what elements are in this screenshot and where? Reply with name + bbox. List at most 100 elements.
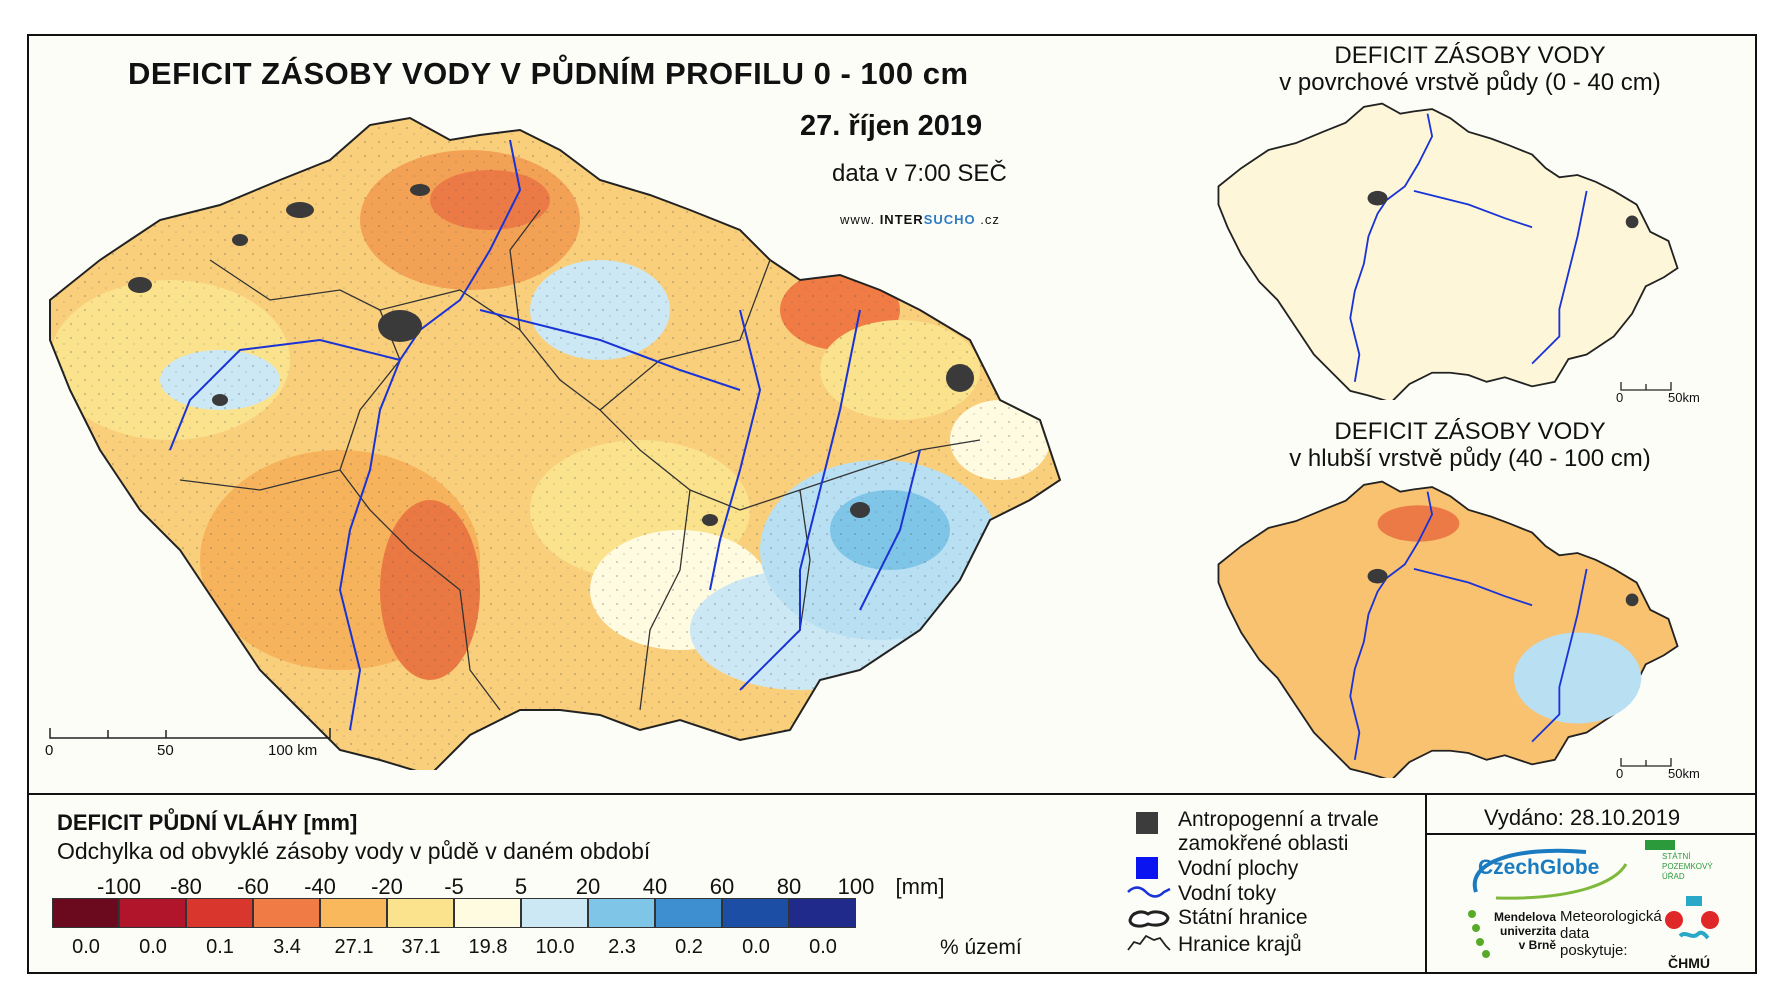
legend-percent: 0.0 [742, 936, 770, 958]
spu-logo: STÁTNÍ POZEMKOVÝ ÚŘAD [1662, 852, 1713, 882]
inset-bottom-title-line2: v hlubší vrstvě půdy (40 - 100 cm) [1289, 445, 1651, 472]
issued-date: Vydáno: 28.10.2019 [1484, 805, 1681, 830]
credits-divider [1425, 793, 1427, 974]
main-scale-bar [49, 728, 331, 739]
inset-bottom-map [1217, 480, 1679, 778]
legend-swatch [186, 898, 253, 928]
legend-swatch [789, 898, 856, 928]
region-border-icon [1127, 934, 1171, 951]
state-border-icon [1128, 910, 1170, 928]
inset-top-scale-0: 0 [1616, 390, 1624, 405]
legend-percent: 19.8 [468, 936, 508, 958]
legend-percent: 2.3 [608, 936, 636, 958]
legend-swatch [119, 898, 186, 928]
main-scale-50: 50 [157, 742, 174, 759]
mendel-logo-dots [1468, 910, 1490, 958]
anthropogenic-swatch [1136, 812, 1158, 834]
legend-tick: -60 [237, 874, 269, 899]
main-map [49, 116, 1062, 770]
legend-swatch [655, 898, 722, 928]
legend-tick: -100 [96, 874, 142, 899]
legend-tick: 40 [642, 874, 668, 899]
anthropogenic-label-line1: Antropogenní a trvale [1178, 808, 1379, 831]
mendel-logo-line1: Mendelova [1494, 910, 1557, 924]
meteo-credit: Meteorologická data poskytuje: [1560, 908, 1662, 959]
region-border-label: Hranice krajů [1178, 933, 1302, 956]
anthropogenic-label-line2: zamokřené oblasti [1178, 832, 1349, 855]
legend-percent: 37.1 [401, 936, 441, 958]
anthropogenic-label: Antropogenní a trvale zamokřené oblasti [1178, 808, 1379, 856]
czechglobe-logo: CzechGlobe [1478, 856, 1600, 879]
legend-subtitle: Odchylka od obvyklé zásoby vody v půdě v… [57, 838, 651, 864]
website-prefix: www. [840, 212, 876, 227]
website-brand-sucho: SUCHO [923, 212, 976, 227]
legend-tick: -20 [371, 874, 403, 899]
inset-top-map [1217, 102, 1679, 400]
legend-tick: 5 [514, 874, 528, 899]
meteo-credit-line3: poskytuje: [1560, 942, 1628, 959]
legend-percent: 10.0 [535, 936, 575, 958]
legend-percent: 0.0 [72, 936, 100, 958]
inset-top-title: DEFICIT ZÁSOBY VODY v povrchové vrstvě p… [1240, 42, 1700, 96]
main-scale-0: 0 [45, 742, 54, 759]
mendel-logo: Mendelova univerzita v Brně [1494, 910, 1556, 952]
legend-tick: -80 [170, 874, 202, 899]
legend-swatch [454, 898, 521, 928]
inset-bottom-scale-0: 0 [1616, 766, 1624, 781]
legend-divider [27, 793, 1757, 795]
legend-swatch [588, 898, 655, 928]
rivers-label: Vodní toky [1178, 882, 1277, 905]
legend-tick: 100 [837, 874, 875, 899]
chmu-logo-mark [1665, 896, 1719, 940]
legend-percent: 27.1 [334, 936, 374, 958]
data-time-note: data v 7:00 SEČ [832, 160, 1007, 187]
inset-bottom-scale-50: 50km [1668, 766, 1700, 781]
legend-swatch [320, 898, 387, 928]
legend-swatch [253, 898, 320, 928]
main-scale-100: 100 km [268, 742, 318, 759]
state-border-label: Státní hranice [1178, 906, 1308, 929]
legend-percent: 0.0 [809, 936, 837, 958]
meteo-credit-line1: Meteorologická [1560, 908, 1662, 925]
spu-logo-line2: POZEMKOVÝ [1662, 862, 1713, 871]
inset-bottom-title-line1: DEFICIT ZÁSOBY VODY [1334, 418, 1606, 445]
meteo-credit-line2: data [1560, 925, 1590, 942]
inset-bottom-title: DEFICIT ZÁSOBY VODY v hlubší vrstvě půdy… [1240, 418, 1700, 472]
inset-top-title-line1: DEFICIT ZÁSOBY VODY [1334, 42, 1606, 69]
legend-percent: 0.1 [206, 936, 234, 958]
legend-tick: 60 [709, 874, 735, 899]
inset-top-scale-50: 50km [1668, 390, 1700, 405]
credits-inner-divider [1425, 833, 1757, 835]
legend-tick: 20 [575, 874, 601, 899]
legend-percent: 3.4 [273, 936, 301, 958]
chmu-logo: ČHMÚ [1668, 955, 1710, 971]
water-bodies-label: Vodní plochy [1178, 857, 1299, 880]
legend-swatch [722, 898, 789, 928]
inset-bottom-scale-bar [1620, 758, 1672, 767]
website-link[interactable]: www. INTERSUCHO .cz [840, 212, 1000, 227]
legend-tick: -5 [444, 874, 464, 899]
legend-tick: 80 [776, 874, 802, 899]
inset-top-title-line2: v povrchové vrstvě půdy (0 - 40 cm) [1279, 69, 1661, 96]
spu-logo-line3: ÚŘAD [1662, 872, 1685, 881]
legend-swatch [387, 898, 454, 928]
website-brand-inter: INTER [879, 212, 924, 227]
legend-swatch [52, 898, 119, 928]
website-suffix: .cz [980, 212, 1000, 227]
legend-tick: -40 [304, 874, 336, 899]
main-date: 27. říjen 2019 [800, 110, 983, 142]
inset-top-scale-bar [1620, 382, 1672, 391]
mendel-logo-line2: univerzita [1500, 924, 1557, 938]
legend-title: DEFICIT PŮDNÍ VLÁHY [mm] [57, 810, 358, 835]
czechglobe-logo-arc [1472, 848, 1628, 900]
legend-percent: 0.2 [675, 936, 703, 958]
legend-tick-unit: [mm] [895, 874, 945, 899]
main-title: DEFICIT ZÁSOBY VODY V PŮDNÍM PROFILU 0 -… [128, 56, 969, 91]
mendel-logo-line3: v Brně [1518, 938, 1557, 952]
water-bodies-swatch [1136, 857, 1158, 879]
legend-swatch [521, 898, 588, 928]
spu-logo-line1: STÁTNÍ [1662, 852, 1691, 861]
legend-percent-unit: % území [940, 936, 1022, 959]
legend-percent: 0.0 [139, 936, 167, 958]
spu-logo-mark [1645, 840, 1675, 850]
